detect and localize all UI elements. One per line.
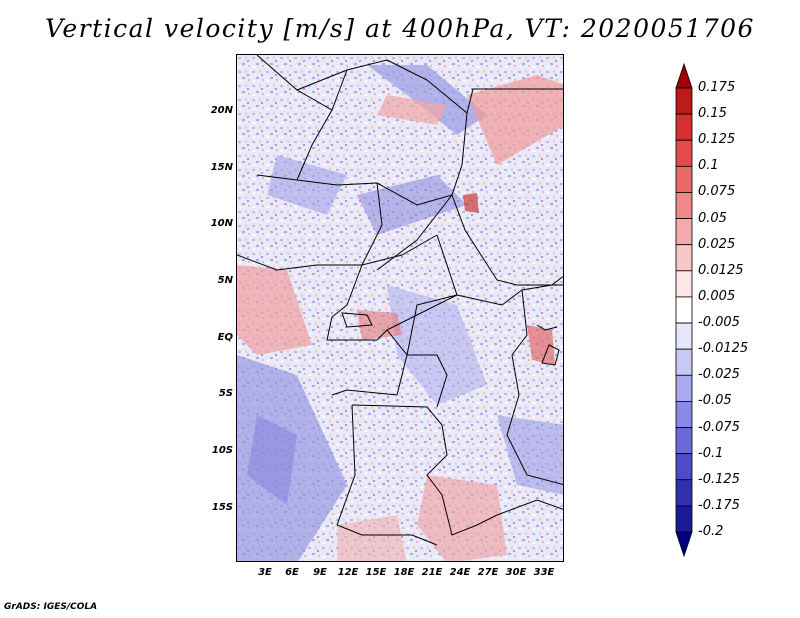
colorbar-label: 0.15	[698, 106, 727, 122]
colorbar-bin	[675, 427, 693, 455]
colorbar-label: -0.0125	[698, 341, 749, 357]
colorbar-bin	[675, 87, 693, 115]
colorbar-bin	[675, 165, 693, 193]
lon-label-30e: 30E	[505, 567, 527, 578]
lat-label-10n: 10N	[210, 218, 233, 229]
lon-label-6e: 6E	[285, 567, 299, 578]
colorbar-label: -0.075	[698, 419, 740, 435]
colorbar-label: 0.175	[698, 80, 736, 95]
lat-label-10s: 10S	[211, 445, 233, 456]
colorbar-max-triangle	[675, 62, 693, 89]
lat-label-15n: 15N	[210, 162, 233, 173]
colorbar-min-triangle	[675, 531, 693, 558]
colorbar-label: 0.1	[698, 158, 719, 174]
lon-label-21e: 21E	[421, 567, 443, 578]
lon-label-24e: 24E	[449, 567, 471, 578]
lon-label-33e: 33E	[533, 567, 555, 578]
colorbar-label: 0.005	[698, 288, 736, 304]
footer-credit: GrADS: IGES/COLA	[4, 602, 98, 612]
colorbar-bin	[675, 505, 693, 533]
map-panel	[236, 54, 564, 562]
colorbar-bin	[675, 374, 693, 402]
colorbar-label: -0.1	[698, 445, 724, 461]
colorbar-bin	[675, 244, 693, 272]
lon-label-18e: 18E	[393, 567, 415, 578]
lat-label-15s: 15S	[211, 502, 233, 513]
lat-label-eq: EQ	[217, 332, 233, 343]
colorbar-label: -0.2	[698, 524, 724, 539]
colorbar-label: -0.125	[698, 471, 740, 487]
colorbar-label: -0.005	[698, 315, 740, 331]
lat-label-5s: 5S	[218, 388, 233, 399]
lon-label-15e: 15E	[365, 567, 387, 578]
colorbar-label: 0.075	[698, 184, 736, 200]
colorbar-label: 0.05	[698, 210, 727, 226]
colorbar-bin	[675, 322, 693, 350]
colorbar-bin	[675, 401, 693, 428]
lon-label-9e: 9E	[313, 567, 327, 578]
colorbar-bin	[675, 453, 693, 481]
chart-title: Vertical velocity [m/s] at 400hPa, VT: 2…	[45, 14, 755, 43]
colorbar-bin	[675, 113, 693, 141]
colorbar-bin	[675, 192, 693, 219]
lon-label-12e: 12E	[337, 567, 359, 578]
lon-label-27e: 27E	[477, 567, 499, 578]
colorbar-bin	[675, 139, 693, 167]
colorbar-label: -0.025	[698, 367, 740, 383]
colorbar-bin	[675, 218, 693, 246]
colorbar-label: 0.0125	[698, 262, 744, 278]
lat-label-5n: 5N	[217, 275, 233, 286]
colorbar-label: 0.025	[698, 236, 736, 252]
vertical-velocity-map	[237, 55, 563, 561]
colorbar-bin	[675, 270, 693, 298]
lat-label-20n: 20N	[210, 105, 233, 116]
colorbar-bin	[675, 479, 693, 507]
colorbar-label: 0.125	[698, 132, 736, 148]
colorbar-label: -0.175	[698, 497, 740, 513]
colorbar-label: -0.05	[698, 393, 732, 409]
colorbar-bin	[675, 296, 693, 324]
lon-label-3e: 3E	[258, 567, 272, 578]
colorbar-bin	[675, 348, 693, 376]
